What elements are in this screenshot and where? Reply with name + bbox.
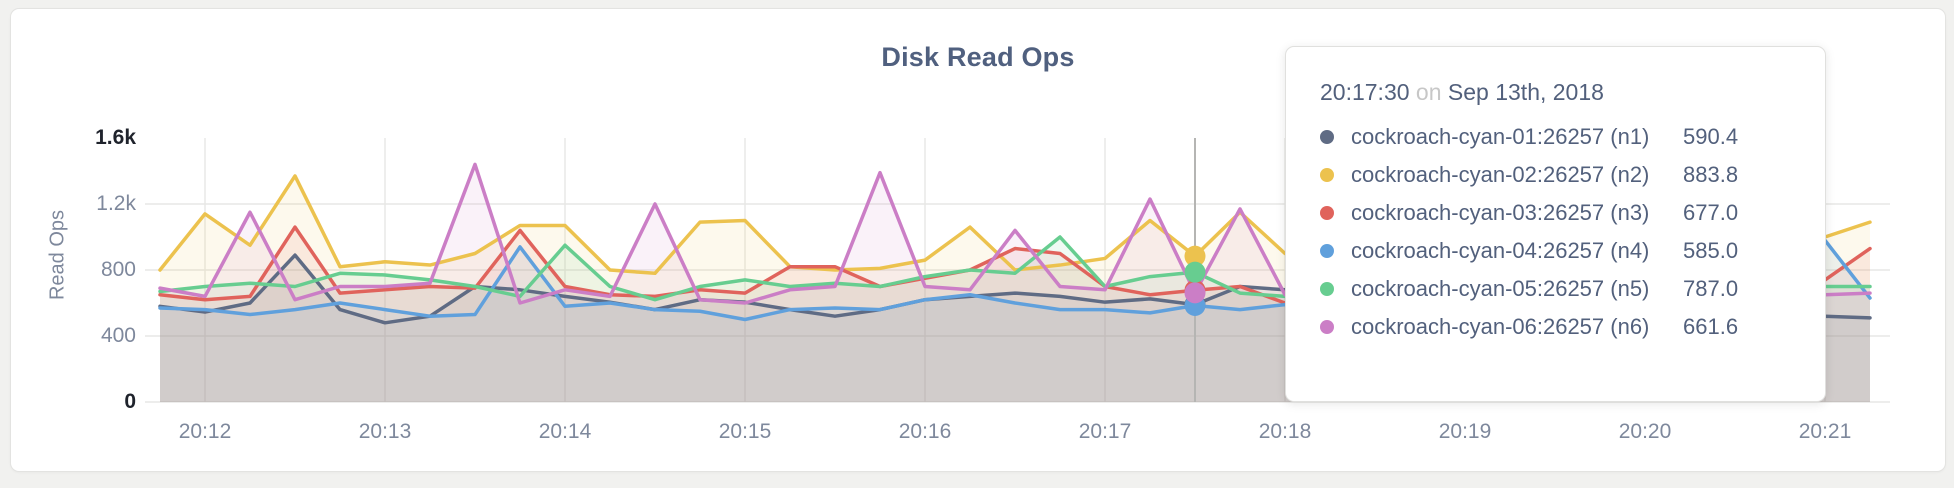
hover-tooltip: 20:17:30 on Sep 13th, 2018 cockroach-cya… xyxy=(1285,46,1826,402)
x-tick-label: 20:20 xyxy=(1618,420,1672,443)
series-name: cockroach-cyan-06:26257 (n6) xyxy=(1351,314,1650,339)
series-name: cockroach-cyan-04:26257 (n4) xyxy=(1351,238,1650,263)
tooltip-header: 20:17:30 on Sep 13th, 2018 xyxy=(1320,79,1791,106)
series-name: cockroach-cyan-05:26257 (n5) xyxy=(1351,276,1650,301)
y-tick-label: 1.6k xyxy=(95,126,136,149)
series-value: 585.0 xyxy=(1683,238,1739,263)
tooltip-date: Sep 13th, 2018 xyxy=(1447,79,1604,105)
y-tick-label: 400 xyxy=(100,324,136,347)
x-tick-label: 20:14 xyxy=(538,420,592,443)
y-tick-label: 1.2k xyxy=(96,192,136,215)
tooltip-row: cockroach-cyan-03:26257 (n3) 677.0 xyxy=(1320,194,1791,232)
series-value: 677.0 xyxy=(1683,200,1739,225)
tooltip-time: 20:17:30 xyxy=(1320,79,1410,105)
x-tick-label: 20:16 xyxy=(898,420,952,443)
series-name: cockroach-cyan-01:26257 (n1) xyxy=(1351,124,1650,149)
x-tick-label: 20:19 xyxy=(1438,420,1492,443)
series-value: 787.0 xyxy=(1683,276,1739,301)
y-tick-label: 800 xyxy=(100,258,136,281)
series-color-dot-icon xyxy=(1320,168,1334,182)
tooltip-row: cockroach-cyan-02:26257 (n2) 883.8 xyxy=(1320,156,1791,194)
series-value: 590.4 xyxy=(1683,124,1739,149)
tooltip-rows: cockroach-cyan-01:26257 (n1) 590.4 cockroa… xyxy=(1320,118,1791,346)
tooltip-row: cockroach-cyan-06:26257 (n6) 661.6 xyxy=(1320,308,1791,346)
series-value: 883.8 xyxy=(1683,162,1739,187)
series-value: 661.6 xyxy=(1683,314,1739,339)
x-tick-label: 20:21 xyxy=(1798,420,1852,443)
x-tick-label: 20:13 xyxy=(358,420,412,443)
series-color-dot-icon xyxy=(1320,244,1334,258)
series-color-dot-icon xyxy=(1320,320,1334,334)
tooltip-row: cockroach-cyan-05:26257 (n5) 787.0 xyxy=(1320,270,1791,308)
x-tick-label: 20:18 xyxy=(1258,420,1312,443)
y-tick-label: 0 xyxy=(124,390,136,413)
x-tick-label: 20:12 xyxy=(178,420,232,443)
tooltip-row: cockroach-cyan-01:26257 (n1) 590.4 xyxy=(1320,118,1791,156)
hover-dot xyxy=(1184,261,1206,283)
chart-title: Disk Read Ops xyxy=(881,42,1075,72)
series-color-dot-icon xyxy=(1320,206,1334,220)
series-color-dot-icon xyxy=(1320,130,1334,144)
series-name: cockroach-cyan-02:26257 (n2) xyxy=(1351,162,1650,187)
series-color-dot-icon xyxy=(1320,282,1334,296)
tooltip-row: cockroach-cyan-04:26257 (n4) 585.0 xyxy=(1320,232,1791,270)
y-axis-label: Read Ops xyxy=(46,209,69,301)
hover-dot xyxy=(1184,245,1206,267)
series-name: cockroach-cyan-03:26257 (n3) xyxy=(1351,200,1650,225)
hover-dot xyxy=(1184,282,1206,304)
x-tick-label: 20:15 xyxy=(718,420,772,443)
x-tick-label: 20:17 xyxy=(1078,420,1132,443)
tooltip-connector: on xyxy=(1415,79,1442,105)
